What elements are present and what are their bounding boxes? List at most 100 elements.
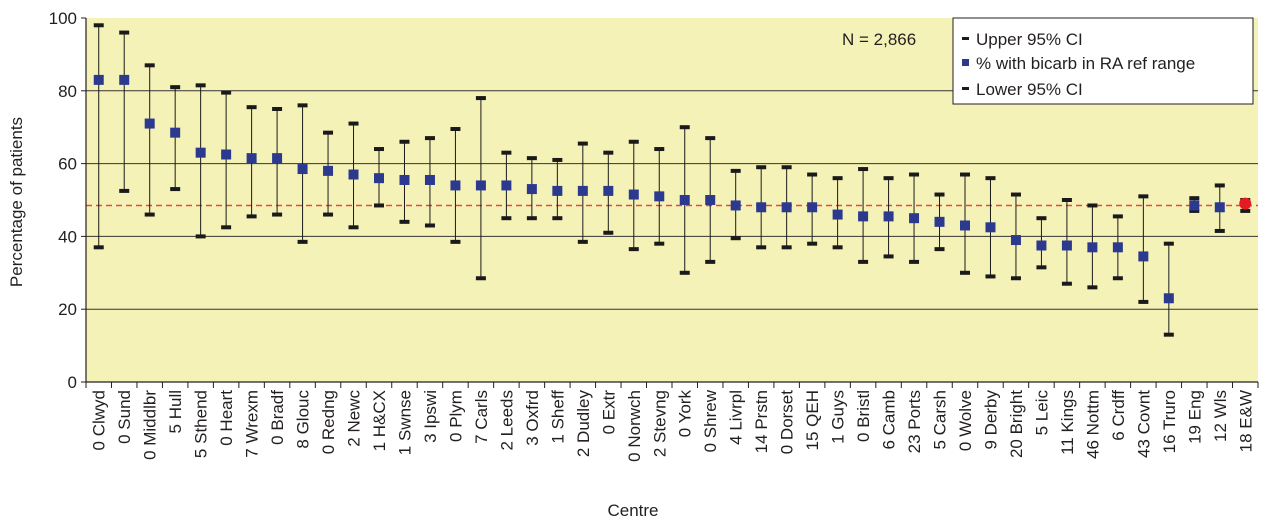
y-tick-label: 100 xyxy=(49,9,77,28)
x-tick-label: 19 Eng xyxy=(1185,390,1204,444)
upper-ci-marker xyxy=(1189,196,1200,201)
x-tick-label: 0 Shrew xyxy=(701,389,720,452)
data-point xyxy=(1189,200,1200,211)
data-point xyxy=(628,189,639,200)
lower-ci-marker xyxy=(297,239,308,244)
upper-ci-marker xyxy=(144,63,155,68)
upper-ci-marker xyxy=(807,172,818,177)
legend: Upper 95% CI % with bicarb in RA ref ran… xyxy=(952,17,1254,105)
lower-ci-marker xyxy=(705,259,716,264)
y-tick-label: 60 xyxy=(58,155,77,174)
x-tick-label: 5 Carsh xyxy=(931,390,950,450)
lower-ci-marker xyxy=(603,230,614,235)
x-tick-label: 1 Guys xyxy=(829,390,848,444)
lower-ci-marker xyxy=(960,270,970,275)
lower-ci-marker xyxy=(781,245,792,250)
data-point xyxy=(195,147,206,158)
data-point xyxy=(119,74,130,85)
legend-point-swatch xyxy=(962,59,969,66)
lower-ci-marker xyxy=(1061,281,1072,286)
data-point xyxy=(1138,251,1149,262)
x-tick-label: 1 Sheff xyxy=(548,390,567,444)
lower-ci-marker xyxy=(1138,299,1149,304)
upper-ci-marker xyxy=(858,167,869,172)
lower-ci-marker xyxy=(526,216,537,221)
upper-ci-marker xyxy=(526,156,537,161)
x-tick-label: 0 Clwyd xyxy=(90,390,109,450)
lower-ci-marker xyxy=(374,203,384,208)
x-tick-label: 6 Camb xyxy=(880,390,899,450)
upper-ci-markers xyxy=(93,23,1251,246)
lower-ci-marker xyxy=(628,247,639,252)
lower-ci-marker xyxy=(348,225,359,230)
upper-ci-marker xyxy=(450,127,461,132)
upper-ci-marker xyxy=(628,139,639,144)
x-tick-label: 18 E&W xyxy=(1236,390,1255,452)
upper-ci-marker xyxy=(93,23,104,28)
data-point xyxy=(501,180,512,191)
lower-ci-marker xyxy=(730,236,741,241)
upper-ci-marker xyxy=(195,83,206,88)
lower-ci-marker xyxy=(883,254,894,259)
data-point xyxy=(1087,242,1098,253)
x-tick-label: 0 Heart xyxy=(217,390,236,446)
lower-ci-marker xyxy=(1087,285,1098,290)
legend-box xyxy=(952,17,1254,105)
x-tick-label: 0 Redng xyxy=(319,390,338,454)
data-point xyxy=(730,200,741,211)
data-point xyxy=(603,185,614,196)
data-point xyxy=(323,165,334,176)
x-tick-label: 9 Derby xyxy=(981,390,1000,450)
lower-ci-marker xyxy=(1036,265,1047,270)
x-tick-label: 1 Swnse xyxy=(395,390,414,455)
data-point xyxy=(909,213,920,224)
legend-lower-swatch xyxy=(962,87,969,90)
lower-ci-marker xyxy=(858,259,869,264)
axes xyxy=(85,18,1258,383)
x-tick-label: 2 Leeds xyxy=(497,390,516,451)
data-point xyxy=(424,174,435,185)
data-point xyxy=(221,149,232,160)
data-point xyxy=(170,127,181,138)
upper-ci-marker xyxy=(501,150,512,155)
highlight-point xyxy=(1239,197,1252,210)
data-point xyxy=(807,202,818,213)
lower-ci-marker xyxy=(501,216,512,221)
data-point xyxy=(246,153,257,164)
x-tick-label: 2 Dudley xyxy=(574,390,593,458)
x-tick-label: 3 Oxfrd xyxy=(523,390,542,446)
n-annotation: N = 2,866 xyxy=(842,30,916,49)
upper-ci-marker xyxy=(730,168,741,173)
data-point xyxy=(526,184,537,195)
x-tick-label: 0 Dorset xyxy=(778,390,797,455)
upper-ci-marker xyxy=(577,141,588,146)
data-point xyxy=(144,118,155,129)
data-point xyxy=(1061,240,1072,251)
x-axis-ticks: 0 Clwyd 0 Sund 0 Middlbr 5 Hull 5 Sthend 0 He… xyxy=(85,382,1259,462)
y-axis-title: Percentage of patients xyxy=(7,117,26,287)
x-axis-title: Centre xyxy=(607,501,658,520)
lower-ci-marker xyxy=(221,225,232,230)
lower-ci-marker xyxy=(1010,276,1021,281)
y-tick-label: 20 xyxy=(58,300,77,319)
upper-ci-marker xyxy=(399,139,410,144)
upper-ci-marker xyxy=(246,105,257,110)
upper-ci-marker xyxy=(221,90,232,95)
upper-ci-marker xyxy=(756,165,767,170)
upper-ci-marker xyxy=(603,150,614,155)
upper-ci-marker xyxy=(1163,241,1174,246)
lower-ci-marker xyxy=(119,188,130,193)
x-tick-label: 5 Hull xyxy=(166,390,185,433)
data-point xyxy=(756,202,767,213)
x-tick-label: 7 Wrexm xyxy=(243,390,262,458)
upper-ci-marker xyxy=(1036,216,1047,221)
upper-ci-marker xyxy=(781,165,792,170)
lower-ci-marker xyxy=(323,212,334,217)
data-point xyxy=(832,209,843,220)
lower-ci-marker xyxy=(807,241,818,246)
x-tick-label: 6 Crdff xyxy=(1109,390,1128,441)
lower-ci-marker xyxy=(934,247,945,252)
data-point xyxy=(705,195,716,205)
lower-ci-marker xyxy=(424,223,435,228)
